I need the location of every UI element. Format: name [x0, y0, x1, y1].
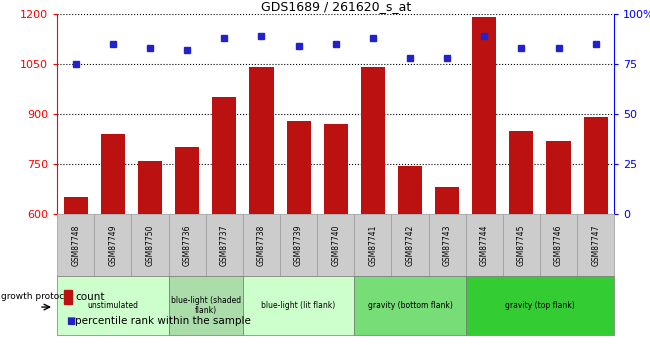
Bar [584, 117, 608, 214]
Text: GSM87741: GSM87741 [369, 224, 378, 266]
Bar [138, 160, 162, 214]
Text: GSM87749: GSM87749 [109, 224, 118, 266]
Bar [168, 214, 206, 276]
Text: GSM87739: GSM87739 [294, 224, 303, 266]
Text: blue-light (lit flank): blue-light (lit flank) [261, 301, 335, 310]
Bar [398, 166, 422, 214]
Bar [57, 214, 94, 276]
Text: GSM87748: GSM87748 [72, 224, 80, 266]
Text: percentile rank within the sample: percentile rank within the sample [75, 316, 252, 326]
Text: GSM87740: GSM87740 [332, 224, 340, 266]
Bar [168, 276, 243, 335]
Bar [510, 130, 534, 214]
Bar [287, 120, 311, 214]
Bar [547, 140, 571, 214]
Bar [354, 276, 465, 335]
Bar [243, 214, 280, 276]
Bar [391, 214, 428, 276]
Text: GSM87747: GSM87747 [592, 224, 600, 266]
Text: GSM87745: GSM87745 [517, 224, 526, 266]
Bar [243, 276, 354, 335]
Bar [428, 214, 465, 276]
Bar [472, 17, 497, 214]
Text: GSM87742: GSM87742 [406, 224, 415, 266]
Bar [213, 97, 237, 214]
Title: GDS1689 / 261620_s_at: GDS1689 / 261620_s_at [261, 0, 411, 13]
Bar [131, 214, 168, 276]
Bar [435, 187, 459, 214]
Bar [324, 124, 348, 214]
Bar [206, 214, 243, 276]
Bar [577, 214, 614, 276]
Bar [250, 67, 274, 214]
Bar [354, 214, 391, 276]
Text: unstimulated: unstimulated [87, 301, 138, 310]
Bar [101, 134, 125, 214]
Text: count: count [75, 292, 105, 302]
Text: GSM87736: GSM87736 [183, 224, 192, 266]
Text: gravity (top flank): gravity (top flank) [505, 301, 575, 310]
Bar [465, 214, 503, 276]
Text: GSM87746: GSM87746 [554, 224, 563, 266]
Text: ■: ■ [66, 316, 75, 326]
Bar [57, 276, 168, 335]
Bar [280, 214, 317, 276]
Text: gravity (bottom flank): gravity (bottom flank) [367, 301, 452, 310]
Bar [94, 214, 131, 276]
Text: GSM87743: GSM87743 [443, 224, 452, 266]
Text: growth protocol: growth protocol [1, 292, 73, 300]
Bar [175, 147, 200, 214]
Bar [503, 214, 540, 276]
Text: GSM87738: GSM87738 [257, 224, 266, 266]
Bar [361, 67, 385, 214]
Text: GSM87737: GSM87737 [220, 224, 229, 266]
Text: GSM87750: GSM87750 [146, 224, 155, 266]
Bar [64, 197, 88, 214]
Bar [540, 214, 577, 276]
Bar [465, 276, 614, 335]
Bar [317, 214, 354, 276]
Text: GSM87744: GSM87744 [480, 224, 489, 266]
Text: blue-light (shaded
flank): blue-light (shaded flank) [171, 296, 240, 315]
